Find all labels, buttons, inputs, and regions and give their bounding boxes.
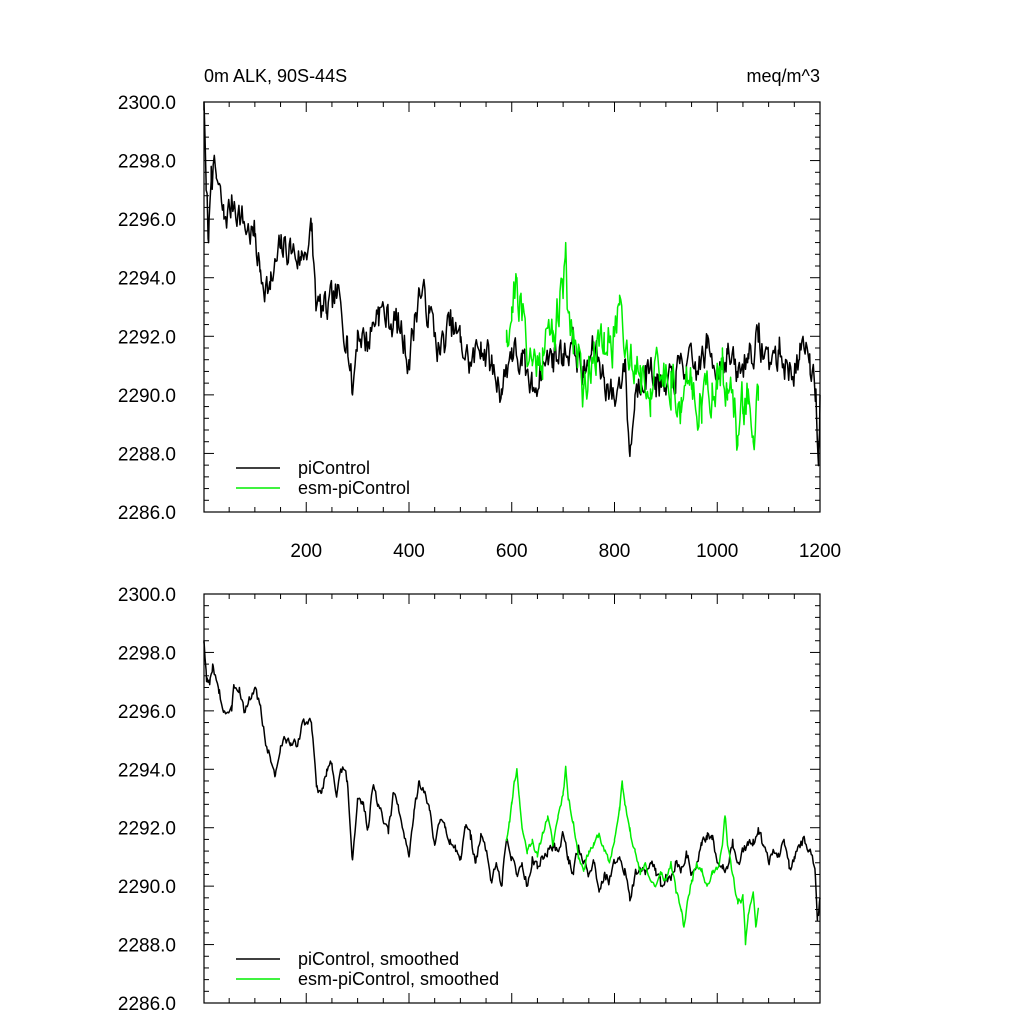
- figure-title: 0m ALK, 90S-44S: [204, 66, 347, 86]
- y-tick-label: 2300.0: [118, 93, 176, 114]
- legend-label: piControl, smoothed: [298, 949, 459, 969]
- series-line-esm-picontrol: [505, 241, 760, 451]
- y-tick-label: 2286.0: [118, 503, 176, 524]
- series-line-esm-picontrol: [505, 765, 760, 946]
- x-tick-label: 800: [599, 541, 631, 562]
- x-tick-label: 200: [290, 541, 322, 562]
- y-tick-label: 2298.0: [118, 643, 176, 664]
- y-tick-label: 2296.0: [118, 702, 176, 723]
- y-tick-label: 2298.0: [118, 152, 176, 173]
- y-tick-label: 2294.0: [118, 269, 176, 290]
- figure-units: meq/m^3: [747, 66, 820, 86]
- y-tick-label: 2288.0: [118, 936, 176, 957]
- series-line-picontrol: [203, 639, 821, 922]
- y-tick-label: 2294.0: [118, 760, 176, 781]
- x-tick-label: 400: [393, 541, 425, 562]
- legend-label: esm-piControl, smoothed: [298, 969, 499, 989]
- y-tick-label: 2300.0: [118, 585, 176, 606]
- y-tick-label: 2292.0: [118, 327, 176, 348]
- y-tick-label: 2286.0: [118, 994, 176, 1015]
- x-tick-label: 1000: [696, 541, 738, 562]
- x-tick-label: 600: [496, 541, 528, 562]
- y-tick-label: 2290.0: [118, 877, 176, 898]
- legend-label: piControl: [298, 458, 370, 478]
- legend-label: esm-piControl: [298, 478, 410, 498]
- y-tick-label: 2290.0: [118, 386, 176, 407]
- bottom-panel: 2286.0 2288.0 2290.0 2292.0 2294.0 2296.0 2298…: [118, 585, 821, 1015]
- y-tick-label: 2288.0: [118, 444, 176, 465]
- x-tick-label: 1200: [799, 541, 841, 562]
- top-panel: 2286.0 2288.0 2290.0 2292.0 2294.0 2296.0 2298…: [118, 93, 841, 562]
- series-line-picontrol: [203, 101, 821, 467]
- y-tick-label: 2292.0: [118, 819, 176, 840]
- y-tick-label: 2296.0: [118, 210, 176, 231]
